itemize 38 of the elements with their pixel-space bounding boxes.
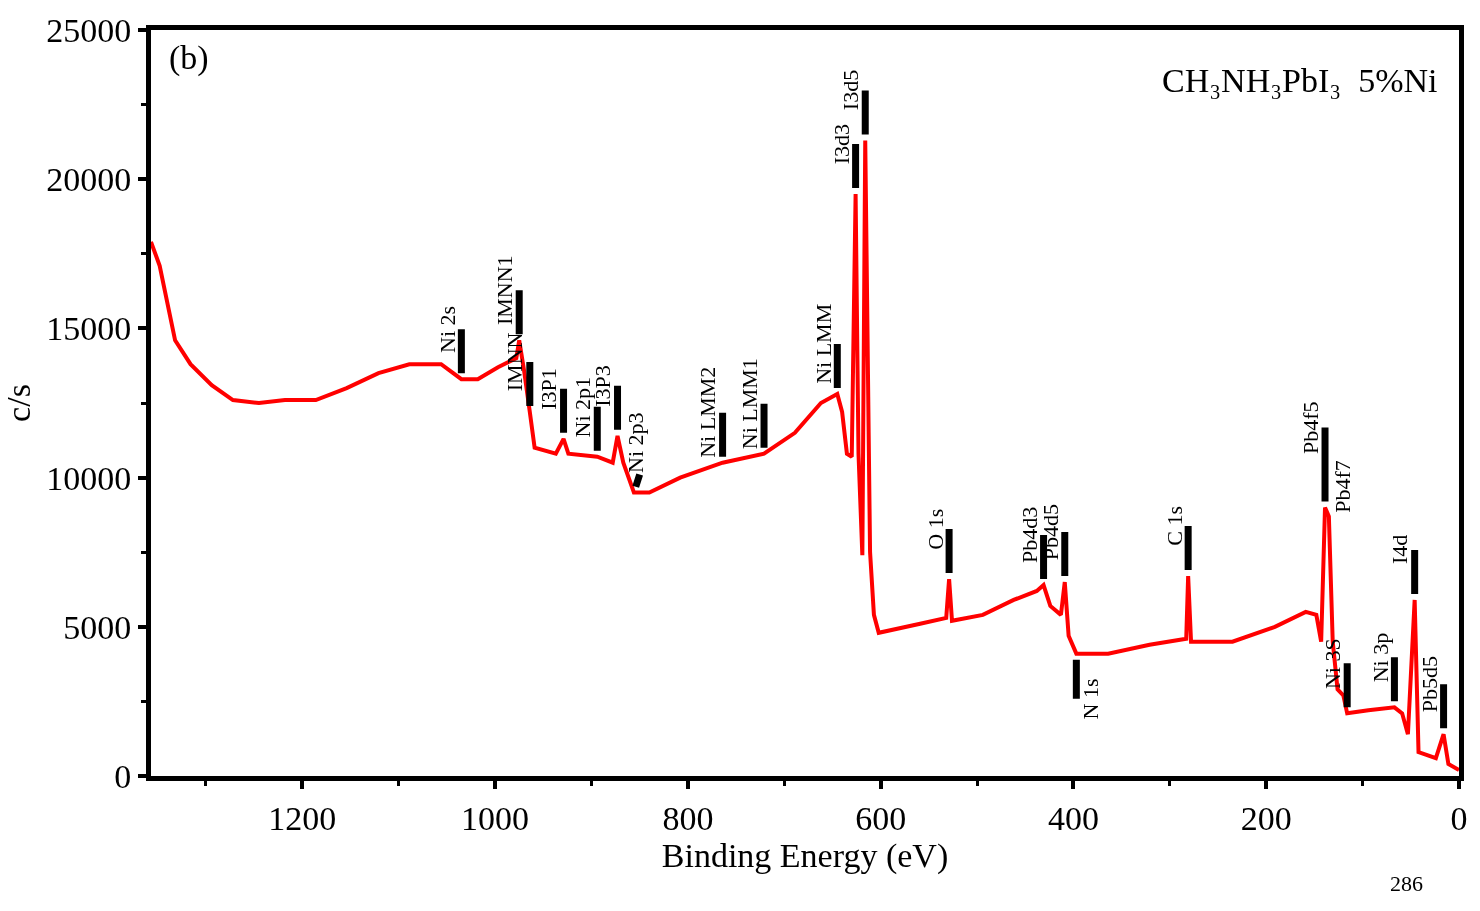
y-tick-label: 10000	[46, 459, 132, 497]
y-tick-label: 20000	[46, 161, 132, 199]
x-tick-label: 800	[662, 799, 714, 837]
x-tick-label: 600	[855, 799, 907, 837]
annotation: Ni LMM1	[736, 358, 762, 450]
x-tick-label: 0	[1450, 799, 1468, 837]
annotation: N 1s	[1078, 678, 1104, 720]
annotation: Ni 3S	[1320, 638, 1346, 690]
annotation: I3P1	[536, 368, 562, 410]
x-tick-label: 200	[1240, 799, 1292, 837]
annotation: C 1s	[1161, 505, 1187, 546]
annotation: Ni 3p	[1367, 632, 1393, 683]
annotation: Pb4f7	[1329, 460, 1355, 513]
annotation: IMNN	[502, 332, 528, 392]
annotation: Ni LMM2	[695, 366, 721, 458]
text: 286	[1390, 871, 1423, 896]
annotation: Ni LMM	[810, 303, 836, 384]
annotation: IMNN1	[492, 255, 518, 326]
annotation: I4d	[1387, 534, 1413, 565]
y-tick-label: 5000	[63, 608, 132, 646]
annotation: Pb4f5	[1298, 401, 1324, 454]
x-axis-title: Binding Energy (eV)	[661, 836, 949, 875]
annotation: Ni 2p3	[622, 412, 648, 473]
annotation: CH₃NH₃PbI₃ 5%Ni	[1162, 62, 1438, 99]
x-tick-label: 1000	[461, 799, 530, 837]
y-tick-label: 15000	[46, 310, 132, 348]
y-axis-title: c/s	[0, 384, 37, 422]
x-tick-label: 400	[1047, 799, 1099, 837]
annotation: Pb4d3	[1017, 506, 1043, 564]
annotation: I3d3	[828, 123, 854, 165]
annotation: (b)	[169, 39, 209, 77]
annotation: I3d5	[838, 69, 864, 111]
y-tick-label: 25000	[46, 11, 132, 49]
annotation: Pb5d5	[1416, 656, 1442, 713]
annotation: O 1s	[922, 508, 948, 550]
x-tick-label: 1200	[268, 799, 337, 837]
y-tick-label: 0	[114, 757, 132, 795]
annotation: Ni 2s	[434, 305, 460, 353]
